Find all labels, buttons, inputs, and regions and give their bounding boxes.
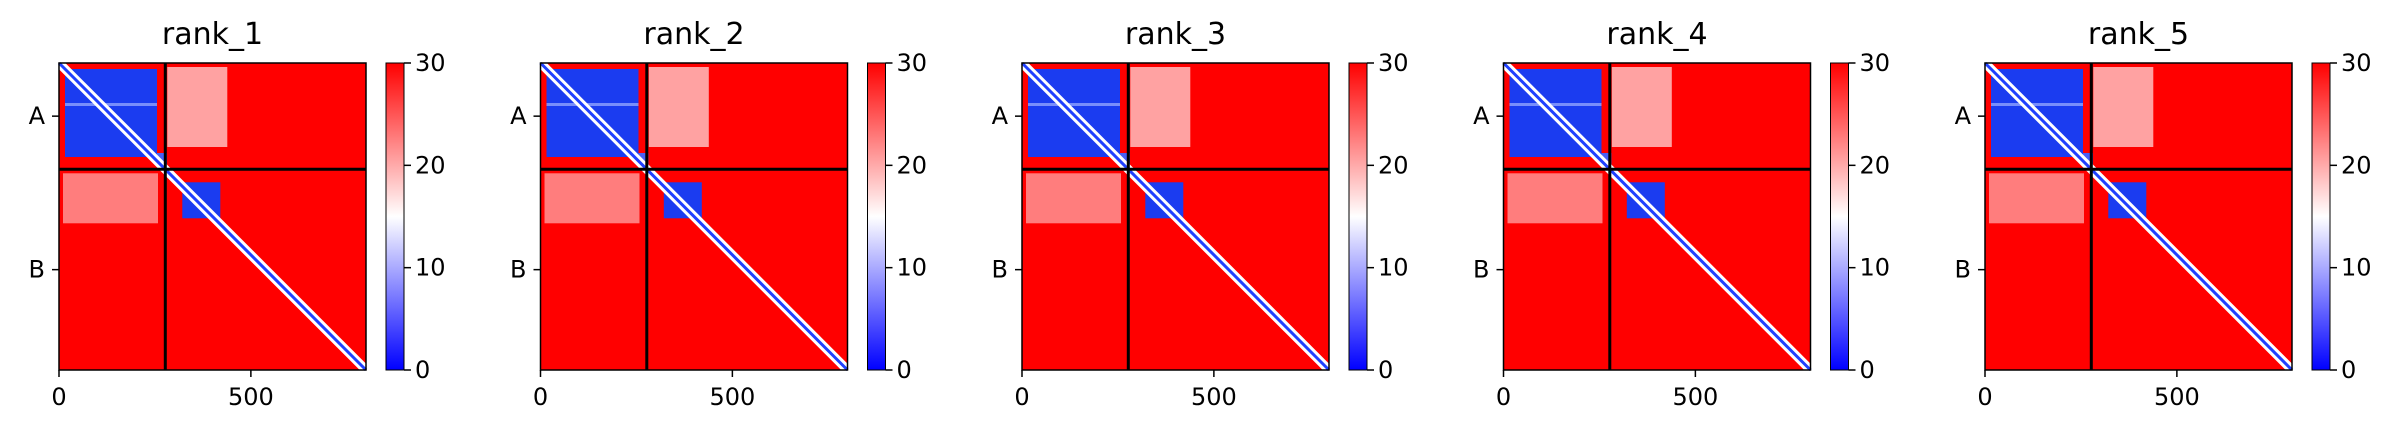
panel-4: rank_4 A B 0 500 0 10 20 30: [1473, 17, 1890, 411]
x-tick-label: 0: [51, 383, 66, 411]
colorbar-tick-label: 20: [2341, 151, 2372, 179]
colorbar-tick-label: 0: [2341, 356, 2356, 384]
colorbar-tick-label: 0: [1860, 356, 1875, 384]
panel-title: rank_1: [162, 17, 263, 52]
panel-title: rank_2: [643, 17, 744, 52]
colorbar-tick-label: 20: [897, 151, 928, 179]
colorbar-tick-label: 0: [1378, 356, 1393, 384]
y-tick-label: B: [1473, 256, 1489, 284]
panel-1: rank_1 A B 0 500 0 10 20 30: [29, 17, 446, 411]
x-tick-label: 500: [1191, 383, 1237, 411]
chain-a-block-gap: [1509, 103, 1602, 106]
interchain-region-ba: [1989, 173, 2084, 224]
colorbar-tick-label: 10: [1860, 254, 1891, 282]
interchain-region-ba: [1507, 173, 1603, 224]
y-tick-label: A: [992, 102, 1009, 130]
colorbar-tick-label: 30: [415, 49, 446, 77]
colorbar-tick-label: 20: [415, 151, 446, 179]
colorbar-tick-label: 30: [1860, 49, 1891, 77]
interchain-region-ab: [1130, 67, 1191, 147]
colorbar: [385, 62, 405, 371]
x-tick-label: 500: [2154, 383, 2200, 411]
panel-3: rank_3 A B 0 500 0 10 20 30: [992, 17, 1409, 411]
diagonal-band: [1502, 61, 1812, 372]
chain-a-block-gap: [65, 103, 157, 106]
colorbar: [1348, 62, 1368, 371]
y-tick-label: B: [510, 256, 526, 284]
interchain-region-ab: [1611, 67, 1672, 147]
colorbar: [867, 62, 886, 371]
interchain-region-ab: [167, 67, 228, 147]
interchain-region-ab: [648, 67, 709, 147]
x-tick-label: 500: [709, 383, 755, 411]
y-tick-label: A: [510, 102, 527, 130]
diagonal-band: [539, 61, 849, 372]
heatmap-frame: [539, 62, 849, 371]
colorbar-tick-label: 30: [897, 49, 928, 77]
colorbar-tick-label: 10: [415, 254, 446, 282]
colorbar-tick-label: 0: [897, 356, 912, 384]
colorbar-tick-label: 30: [2341, 49, 2372, 77]
diagonal-band: [1020, 61, 1331, 372]
colorbar: [1830, 62, 1849, 371]
interchain-region-ab: [2093, 67, 2154, 147]
heatmap-frame: [1502, 62, 1812, 371]
panel-title: rank_4: [1606, 17, 1707, 52]
y-tick-label: A: [29, 102, 46, 130]
colorbar-tick-label: 10: [2341, 254, 2372, 282]
diagonal-band: [1983, 61, 2294, 372]
panel-title: rank_5: [2088, 17, 2189, 52]
interchain-region-ba: [1026, 173, 1121, 224]
heatmap-frame: [1984, 62, 2293, 371]
colorbar-tick-label: 10: [1378, 254, 1409, 282]
x-tick-label: 0: [1977, 383, 1992, 411]
x-tick-label: 500: [1672, 383, 1718, 411]
heatmap-frame: [58, 62, 367, 371]
y-tick-label: B: [992, 256, 1008, 284]
colorbar-tick-label: 20: [1860, 151, 1891, 179]
panel-2: rank_2 A B 0 500 0 10 20 30: [510, 17, 927, 411]
colorbar: [2311, 62, 2331, 371]
colorbar-tick-label: 10: [897, 254, 928, 282]
colorbar-tick-label: 30: [1378, 49, 1409, 77]
diagonal-band: [57, 61, 368, 372]
x-tick-label: 0: [1496, 383, 1511, 411]
panel-5: rank_5 A B 0 500 0 10 20 30: [1955, 17, 2372, 411]
panel-title: rank_3: [1125, 17, 1226, 52]
x-tick-label: 0: [533, 383, 548, 411]
heatmap-frame: [1021, 62, 1330, 371]
colorbar-tick-label: 20: [1378, 151, 1409, 179]
y-tick-label: A: [1955, 102, 1972, 130]
chain-a-block-gap: [1991, 103, 2083, 106]
x-tick-label: 0: [1014, 383, 1029, 411]
interchain-region-ba: [544, 173, 640, 224]
colorbar-tick-label: 0: [415, 356, 430, 384]
y-tick-label: B: [1955, 256, 1971, 284]
chain-a-block-gap: [546, 103, 639, 106]
y-tick-label: A: [1473, 102, 1490, 130]
x-tick-label: 500: [228, 383, 274, 411]
interchain-region-ba: [63, 173, 158, 224]
y-tick-label: B: [29, 256, 45, 284]
chain-a-block-gap: [1028, 103, 1120, 106]
